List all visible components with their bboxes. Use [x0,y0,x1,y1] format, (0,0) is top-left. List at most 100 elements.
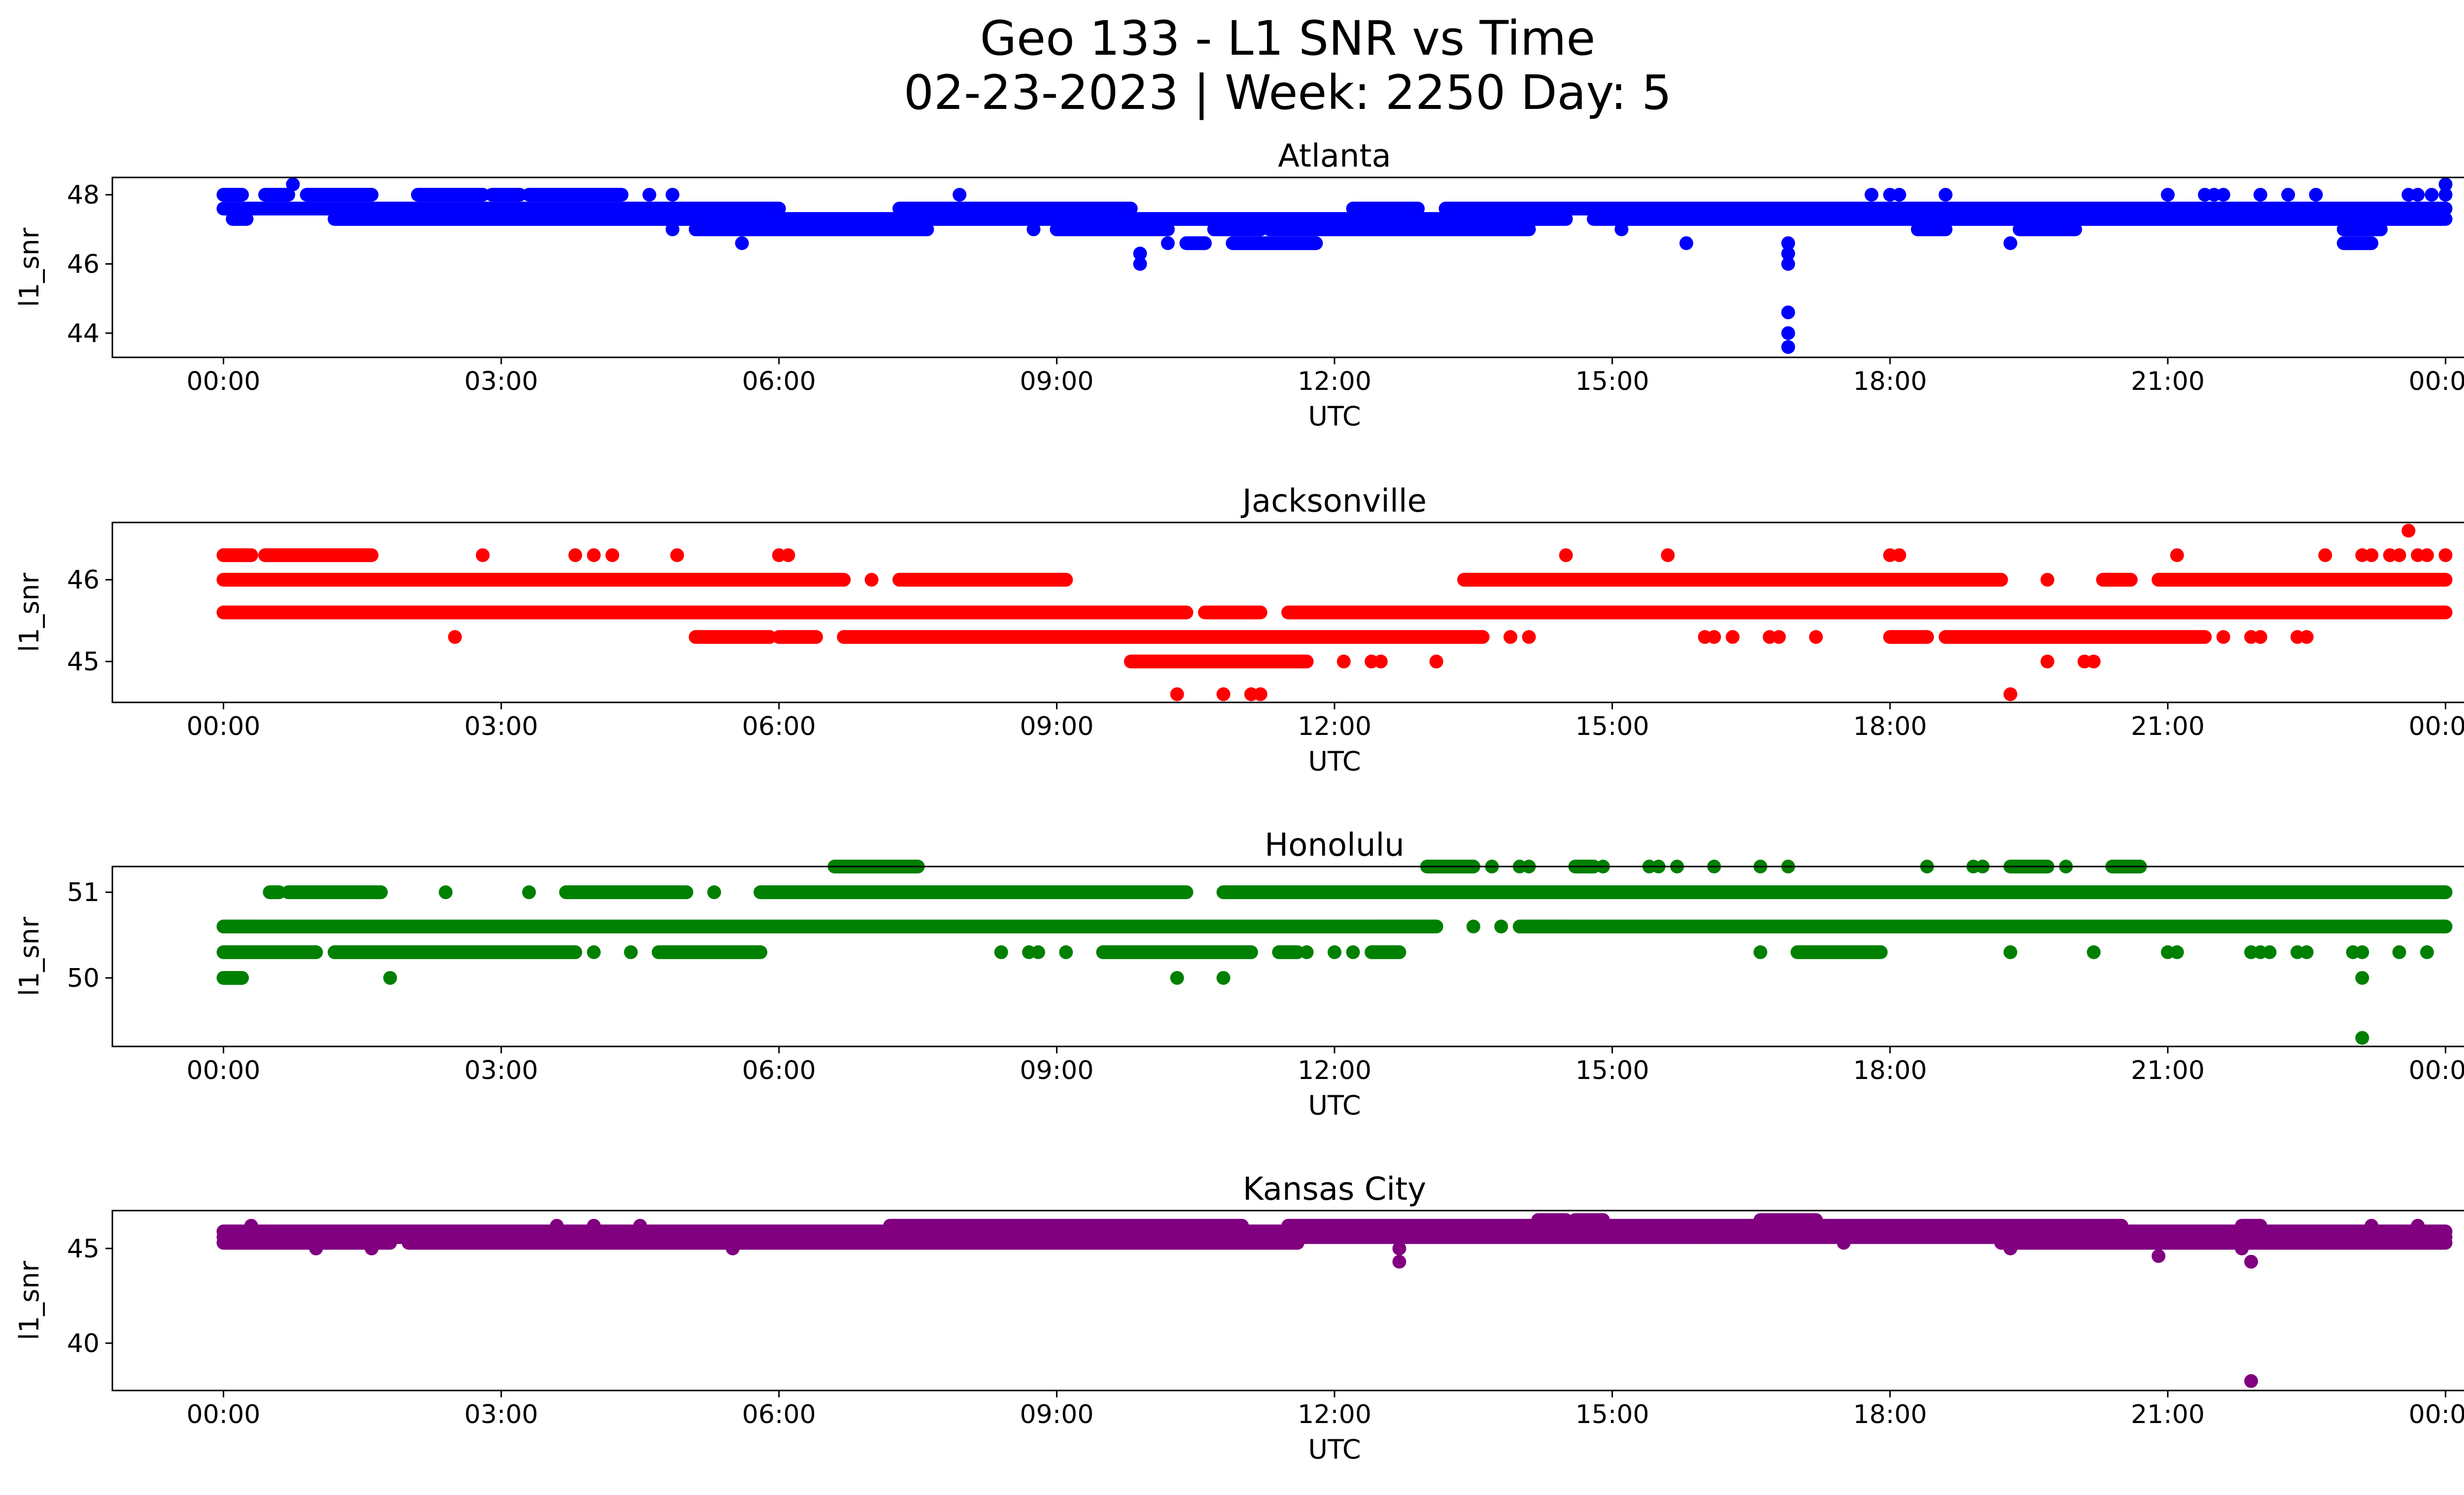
data-point-jacksonville [448,630,462,644]
data-point-honolulu [1346,945,1360,959]
data-point-honolulu [2392,945,2406,959]
data-point-kansas-city [1392,1254,1406,1269]
x-tick-label: 12:00 [1298,712,1371,741]
y-axis-label-kansas-city: l1_snr [14,1260,45,1340]
x-tick-label: 15:00 [1575,367,1649,396]
data-point-honolulu [383,971,397,985]
data-point-honolulu [2262,945,2277,959]
data-point-atlanta [1892,188,1907,202]
data-point-kansas-city [1688,1230,1703,1244]
x-tick-label: 06:00 [742,1400,816,1429]
data-point-jacksonville [2318,548,2332,562]
data-point-atlanta [2438,177,2453,192]
data-point-jacksonville [605,548,619,562]
x-tick-label: 12:00 [1298,367,1371,396]
data-point-kansas-city [725,1241,740,1255]
x-tick-label: 06:00 [742,367,816,396]
data-point-kansas-city [549,1218,564,1233]
data-point-atlanta [1614,222,1629,237]
data-point-honolulu [2355,945,2369,959]
data-point-honolulu [2420,945,2434,959]
data-point-jacksonville [1809,630,1823,644]
data-point-kansas-city [2235,1241,2249,1255]
y-tick-label: 40 [67,1329,100,1358]
y-axis-label-honolulu: l1_snr [14,916,45,996]
data-point-atlanta [1161,236,1175,250]
data-point-atlanta [1939,188,1952,202]
data-point-atlanta [2438,188,2453,202]
data-point-honolulu [2003,945,2018,959]
data-point-atlanta [665,188,680,202]
x-tick-label: 00:00 [2409,712,2464,741]
x-tick-label: 09:00 [1020,1056,1094,1085]
data-point-honolulu [1328,945,1341,959]
data-point-atlanta [953,188,967,202]
data-point-kansas-city [2003,1241,2018,1255]
x-tick-label: 00:00 [2409,1400,2464,1429]
data-point-atlanta [1781,326,1795,340]
x-tick-label: 18:00 [1853,367,1927,396]
data-point-honolulu [1170,971,1184,985]
data-point-jacksonville [476,548,490,562]
data-point-jacksonville [586,548,601,562]
data-point-honolulu [1753,945,1768,959]
data-point-atlanta [1781,257,1795,271]
data-point-atlanta [2411,188,2425,202]
data-point-kansas-city [1494,1230,1508,1244]
data-point-jacksonville [2364,548,2379,562]
data-point-honolulu [994,945,1008,959]
figure-title-line-2: 02-23-2023 | Week: 2250 Day: 5 [903,65,1672,120]
data-point-honolulu [1300,945,1314,959]
data-point-honolulu [2355,1031,2369,1045]
subplot-title-kansas-city: Kansas City [1243,1171,1426,1208]
x-tick-label: 12:00 [1298,1400,1371,1429]
data-point-atlanta [1781,246,1795,261]
data-point-atlanta [2160,188,2175,202]
y-tick-label: 45 [67,647,100,677]
x-tick-label: 00:00 [2409,367,2464,396]
x-axis-label-honolulu: UTC [1308,1090,1361,1121]
data-point-kansas-city [1837,1236,1851,1250]
data-point-jacksonville [809,630,823,644]
y-axis-label-jacksonville: l1_snr [14,572,45,652]
data-point-kansas-city [1290,1236,1304,1250]
data-point-jacksonville [1892,548,1907,562]
data-point-atlanta [1781,340,1795,354]
x-tick-label: 18:00 [1853,712,1927,741]
data-point-atlanta [1864,188,1879,202]
data-point-jacksonville [2040,573,2054,587]
data-point-atlanta [286,177,300,192]
data-point-atlanta [2281,188,2295,202]
x-tick-label: 06:00 [742,1056,816,1085]
x-tick-label: 12:00 [1298,1056,1371,1085]
subplot-title-atlanta: Atlanta [1278,138,1391,174]
data-point-honolulu [1059,945,1073,959]
y-tick-label: 46 [67,565,100,595]
data-point-jacksonville [1373,655,1388,669]
data-point-honolulu [2355,971,2369,985]
data-point-jacksonville [1522,630,1536,644]
x-tick-label: 15:00 [1575,1400,1649,1429]
data-point-honolulu [522,885,536,900]
y-tick-label: 46 [67,249,100,279]
data-point-jacksonville [2216,630,2230,644]
data-point-kansas-city [309,1241,323,1255]
data-point-jacksonville [2087,655,2101,669]
data-point-jacksonville [2299,630,2314,644]
data-point-jacksonville [1216,687,1231,701]
data-point-kansas-city [2152,1249,2166,1263]
data-point-kansas-city [2364,1218,2379,1233]
x-tick-label: 15:00 [1575,712,1649,741]
x-axis-label-atlanta: UTC [1308,401,1361,432]
data-point-kansas-city [2411,1218,2425,1233]
data-point-atlanta [2216,188,2230,202]
data-point-jacksonville [1253,687,1267,701]
y-axis-label-atlanta: l1_snr [14,227,45,307]
data-point-jacksonville [2392,548,2406,562]
data-point-jacksonville [1503,630,1517,644]
data-point-jacksonville [1661,548,1675,562]
x-tick-label: 06:00 [742,712,816,741]
x-tick-label: 18:00 [1853,1056,1927,1085]
data-point-atlanta [1781,305,1795,319]
data-point-jacksonville [1772,630,1786,644]
